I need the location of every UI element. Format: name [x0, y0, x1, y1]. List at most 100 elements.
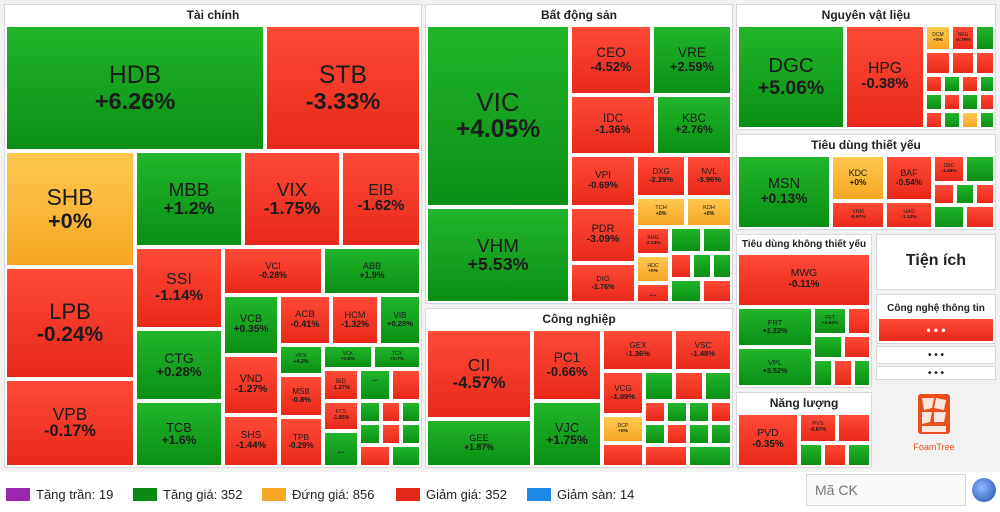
- stock-tile[interactable]: MBB +1.2%: [136, 152, 242, 246]
- more-indicator[interactable]: ...: [649, 288, 657, 298]
- stock-tile[interactable]: EIB -1.62%: [342, 152, 420, 246]
- small-stock-cell[interactable]: [980, 94, 994, 110]
- sector-more-1[interactable]: • • •: [876, 346, 996, 364]
- small-stock-cell[interactable]: [962, 76, 978, 92]
- more-indicator[interactable]: ...: [337, 445, 345, 455]
- small-stock-cell[interactable]: [926, 94, 942, 110]
- small-stock-cell[interactable]: [360, 370, 390, 400]
- small-stock-cell[interactable]: [693, 254, 711, 278]
- small-stock-cell[interactable]: [944, 94, 960, 110]
- stock-tile[interactable]: VPX +4.2%: [280, 346, 322, 374]
- stock-tile[interactable]: SHB +0%: [6, 152, 134, 266]
- small-stock-cell[interactable]: [705, 372, 731, 400]
- stock-tile[interactable]: CII -4.57%: [427, 330, 531, 418]
- stock-tile[interactable]: TCX +0.7%: [374, 346, 420, 368]
- small-stock-cell[interactable]: [382, 402, 400, 422]
- small-stock-cell[interactable]: [713, 254, 731, 278]
- stock-tile[interactable]: TCB +1.6%: [136, 402, 222, 466]
- stock-tile[interactable]: PET +2.64%: [814, 308, 846, 334]
- stock-tile[interactable]: VCI -0.28%: [224, 248, 322, 294]
- legend-ceiling-up[interactable]: Tăng trần: 19: [6, 486, 113, 502]
- small-stock-cell[interactable]: [962, 112, 978, 128]
- small-stock-cell[interactable]: [703, 280, 731, 302]
- small-stock-cell[interactable]: [324, 432, 358, 466]
- stock-tile[interactable]: GEE +1.87%: [427, 420, 531, 466]
- stock-tile[interactable]: TPB -0.29%: [280, 418, 322, 466]
- legend-floor-down[interactable]: Giảm sàn: 14: [527, 486, 634, 502]
- small-stock-cell[interactable]: [844, 336, 870, 358]
- stock-tile[interactable]: IDC -1.36%: [571, 96, 655, 154]
- stock-tile[interactable]: VJC +1.75%: [533, 402, 601, 466]
- small-stock-cell[interactable]: [689, 446, 731, 466]
- stock-tile[interactable]: CTG +0.28%: [136, 330, 222, 400]
- small-stock-cell[interactable]: [934, 184, 954, 204]
- small-stock-cell[interactable]: [976, 184, 994, 204]
- stock-tile[interactable]: PVS -0.87%: [800, 414, 836, 442]
- small-stock-cell[interactable]: [671, 228, 701, 252]
- stock-tile[interactable]: STB -3.33%: [266, 26, 420, 150]
- small-stock-cell[interactable]: [934, 206, 964, 228]
- stock-tile[interactable]: DGC +5.06%: [738, 26, 844, 128]
- small-stock-cell[interactable]: [360, 424, 380, 444]
- small-stock-cell[interactable]: [980, 112, 994, 128]
- small-stock-cell[interactable]: [402, 402, 420, 422]
- stock-tile[interactable]: VCB +0.35%: [224, 296, 278, 354]
- sector-more-2[interactable]: • • •: [876, 366, 996, 380]
- stock-tile[interactable]: BID -1.27%: [324, 370, 358, 400]
- app-logo-icon[interactable]: [972, 478, 996, 502]
- stock-tile[interactable]: LPB -0.24%: [6, 268, 134, 378]
- small-stock-cell[interactable]: [814, 336, 842, 358]
- stock-tile[interactable]: KBC +2.76%: [657, 96, 731, 154]
- stock-tile[interactable]: VHM +5.53%: [427, 208, 569, 302]
- stock-tile[interactable]: ABB +1.9%: [324, 248, 420, 294]
- stock-tile[interactable]: KDC +0%: [832, 156, 884, 200]
- small-stock-cell[interactable]: [976, 26, 994, 50]
- stock-tile[interactable]: VIB +0.28%: [380, 296, 420, 344]
- stock-tile[interactable]: VIC +4.05%: [427, 26, 569, 206]
- stock-tile[interactable]: VCG -1.09%: [603, 372, 643, 414]
- small-stock-cell[interactable]: [956, 184, 974, 204]
- stock-tile[interactable]: FTS -1.85%: [324, 402, 358, 430]
- legend-up[interactable]: Tăng giá: 352: [133, 486, 243, 502]
- small-stock-cell[interactable]: [645, 424, 665, 444]
- small-stock-cell[interactable]: [834, 360, 852, 386]
- small-stock-cell[interactable]: [800, 444, 822, 466]
- legend-down[interactable]: Giảm giá: 352: [396, 486, 507, 502]
- stock-tile[interactable]: HCM -1.32%: [332, 296, 378, 344]
- small-stock-cell[interactable]: [944, 76, 960, 92]
- stock-tile[interactable]: KHG -2.14%: [637, 228, 669, 254]
- small-stock-cell[interactable]: [711, 402, 731, 422]
- small-stock-cell[interactable]: [392, 446, 420, 466]
- stock-tile[interactable]: PDR -3.09%: [571, 208, 635, 262]
- stock-tile[interactable]: NKG -0.79%: [952, 26, 974, 50]
- stock-tile[interactable]: FRT +1.22%: [738, 308, 812, 346]
- stock-tile[interactable]: KDH +0%: [687, 198, 731, 226]
- stock-tile[interactable]: VND -1.27%: [224, 356, 278, 414]
- small-stock-cell[interactable]: [671, 280, 701, 302]
- small-stock-cell[interactable]: [392, 370, 420, 400]
- stock-tile[interactable]: VIX -1.75%: [244, 152, 340, 246]
- small-stock-cell[interactable]: [675, 372, 703, 400]
- small-stock-cell[interactable]: [962, 94, 978, 110]
- stock-tile[interactable]: HPG -0.38%: [846, 26, 924, 128]
- small-stock-cell[interactable]: [667, 424, 687, 444]
- stock-search-input[interactable]: [806, 474, 966, 506]
- small-stock-cell[interactable]: [814, 360, 832, 386]
- stock-tile[interactable]: DBC -1.46%: [934, 156, 964, 182]
- stock-tile[interactable]: SSI -1.14%: [136, 248, 222, 328]
- stock-tile[interactable]: HDC +0%: [637, 256, 669, 282]
- cong-nghe-more[interactable]: • • •: [926, 323, 946, 337]
- cong-nghe-tile[interactable]: [878, 318, 994, 342]
- small-stock-cell[interactable]: [689, 402, 709, 422]
- small-stock-cell[interactable]: [689, 424, 709, 444]
- small-stock-cell[interactable]: [976, 52, 994, 74]
- stock-tile[interactable]: VPB -0.17%: [6, 380, 134, 466]
- stock-tile[interactable]: VCK +0.8%: [324, 346, 372, 368]
- small-stock-cell[interactable]: [944, 112, 960, 128]
- small-stock-cell[interactable]: [711, 424, 731, 444]
- legend-flat[interactable]: Đứng giá: 856: [262, 486, 374, 502]
- small-stock-cell[interactable]: [645, 446, 687, 466]
- stock-tile[interactable]: GEX -1.36%: [603, 330, 673, 370]
- stock-tile[interactable]: SHS -1.44%: [224, 416, 278, 466]
- stock-tile[interactable]: DCP +0%: [603, 416, 643, 442]
